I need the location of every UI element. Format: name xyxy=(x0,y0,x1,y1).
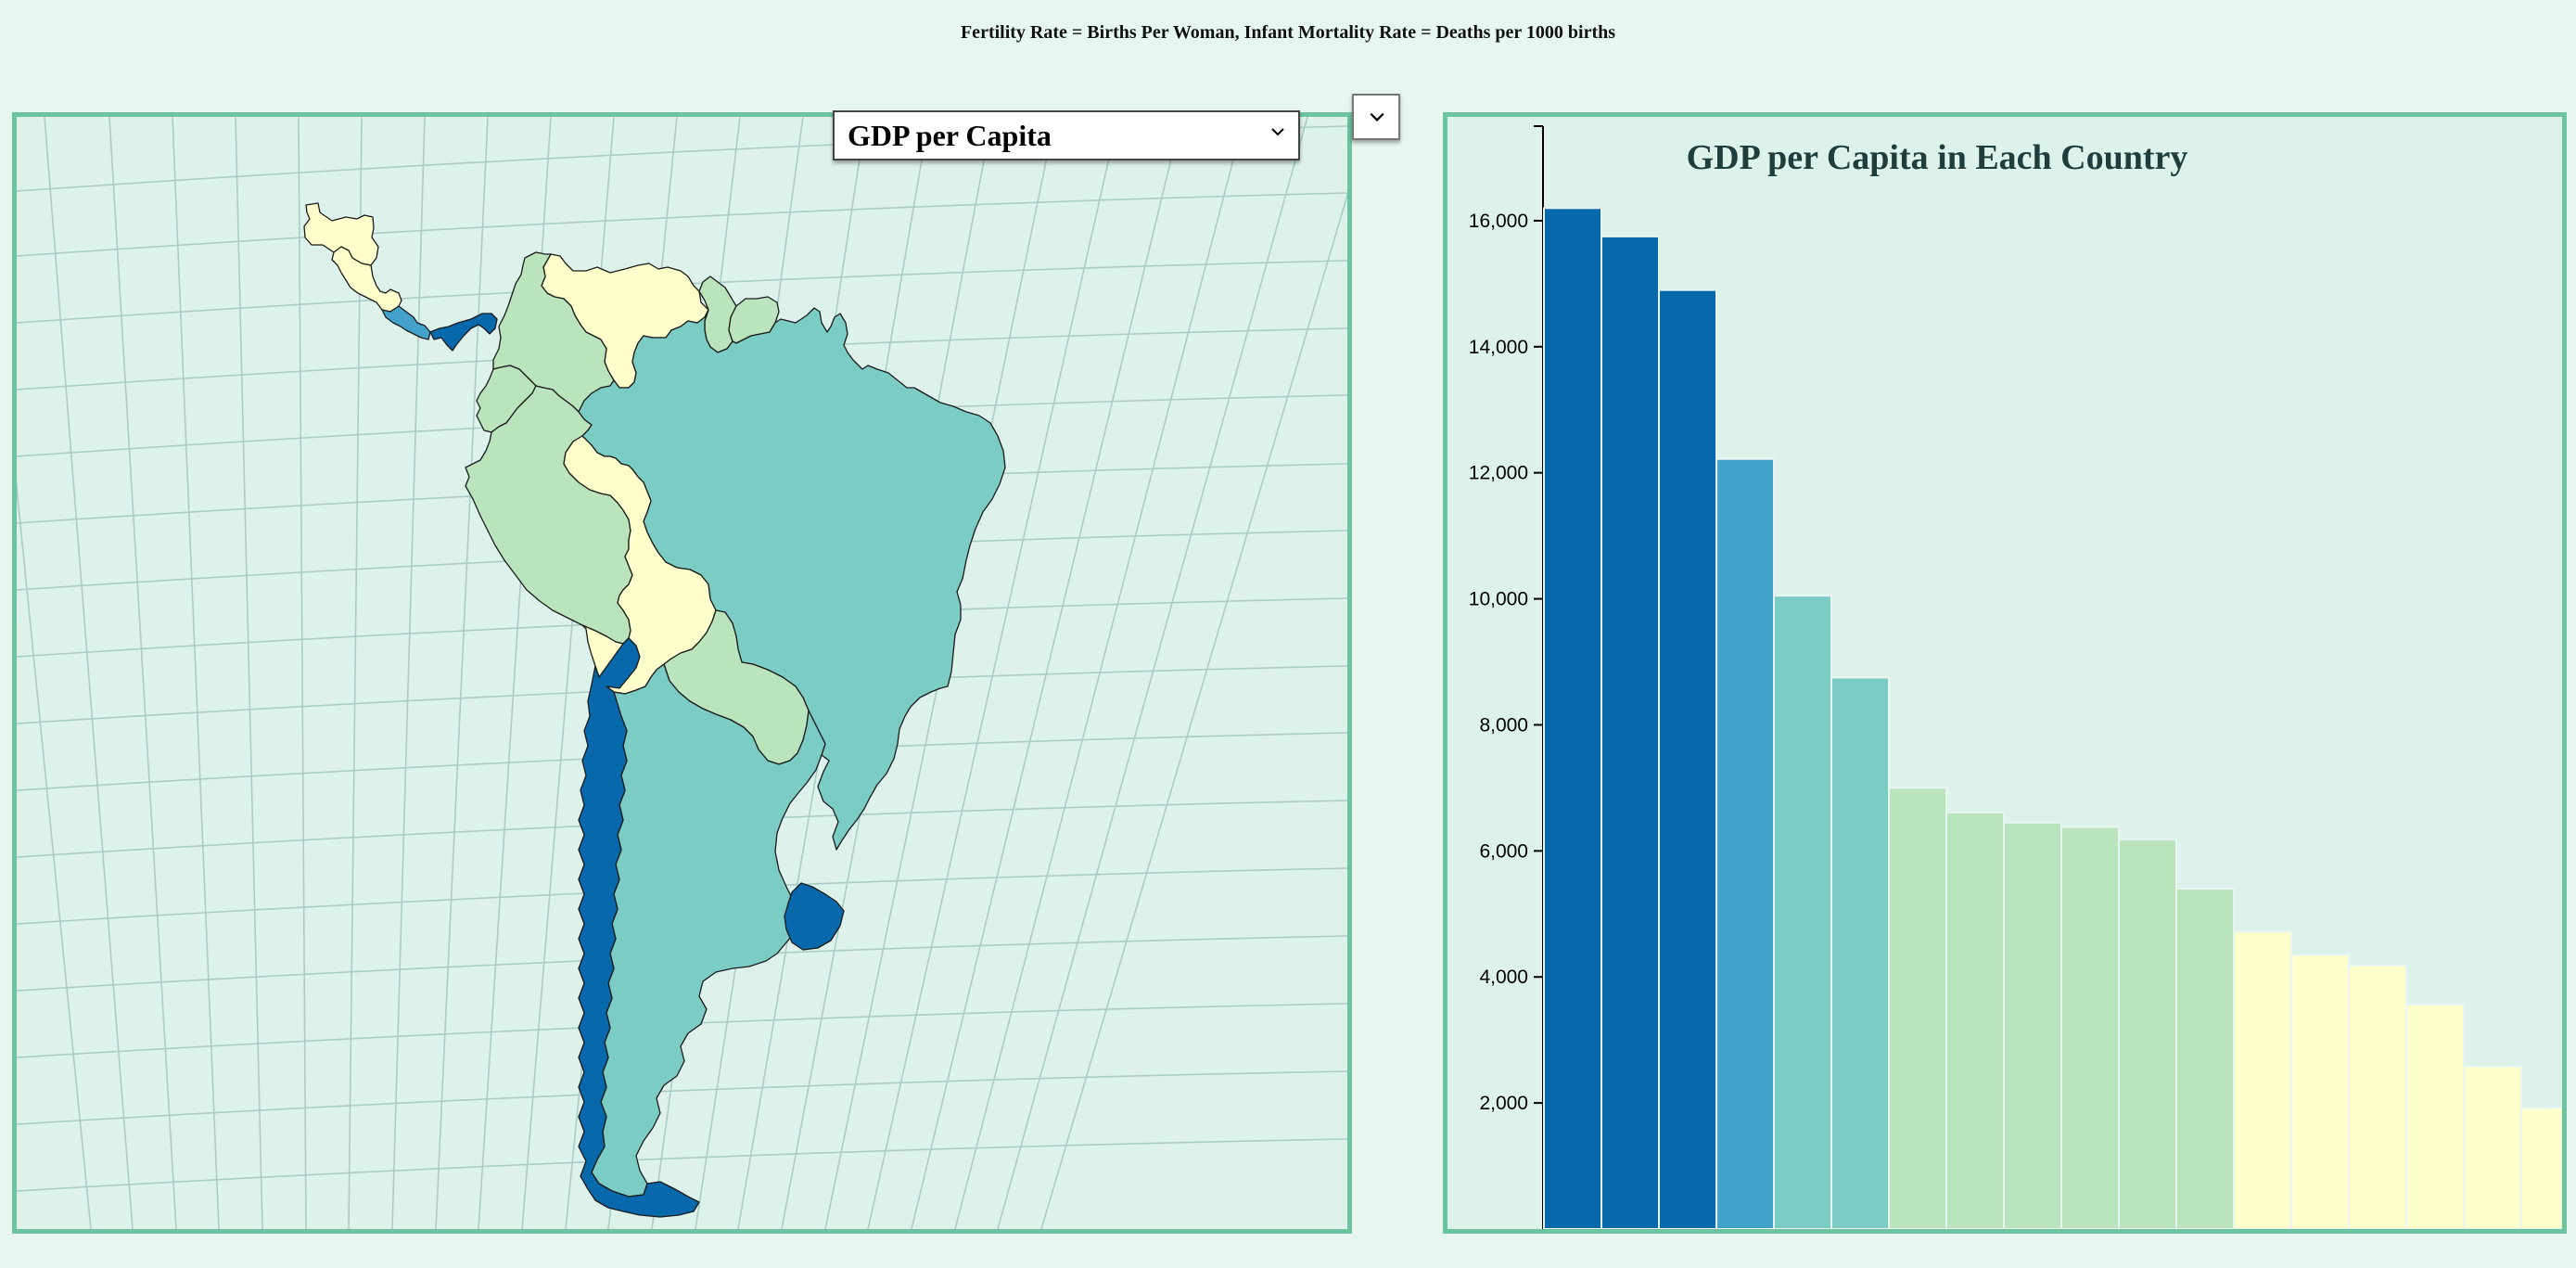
y-tick-label: 8,000 xyxy=(1479,714,1528,736)
map-regions xyxy=(304,203,1005,1217)
bar[interactable] xyxy=(2004,823,2061,1229)
choropleth-map[interactable] xyxy=(17,117,1347,1229)
bar[interactable] xyxy=(1946,813,2004,1229)
y-tick-label: 6,000 xyxy=(1479,840,1528,862)
y-tick-label: 14,000 xyxy=(1469,337,1528,358)
metric-dropdown[interactable]: GDP per Capita xyxy=(833,110,1300,160)
bar[interactable] xyxy=(2464,1067,2521,1229)
bar[interactable] xyxy=(2119,839,2176,1229)
bar[interactable] xyxy=(2521,1108,2562,1229)
bar[interactable] xyxy=(2234,931,2291,1229)
bar[interactable] xyxy=(1889,788,1946,1229)
y-tick-label: 4,000 xyxy=(1479,967,1528,988)
bars xyxy=(1544,208,2562,1229)
bar[interactable] xyxy=(2061,827,2119,1229)
bar[interactable] xyxy=(2176,889,2234,1229)
bar[interactable] xyxy=(2291,954,2349,1229)
bar[interactable] xyxy=(2406,1005,2464,1229)
bar[interactable] xyxy=(2349,966,2406,1229)
chevron-down-icon xyxy=(1270,124,1285,139)
chart-title: GDP per Capita in Each Country xyxy=(1687,138,2188,177)
y-tick-label: 16,000 xyxy=(1469,211,1528,232)
bar[interactable] xyxy=(1774,596,1831,1229)
bar[interactable] xyxy=(1544,208,1601,1229)
y-tick-label: 10,000 xyxy=(1469,589,1528,610)
map-panel xyxy=(12,112,1352,1234)
y-axis: 2,000 4,000 6,000 8,000 10,000 12,000 14,000 16… xyxy=(1469,126,1543,1229)
bar[interactable] xyxy=(1659,290,1716,1229)
region-panama[interactable] xyxy=(430,314,497,351)
chart-panel: GDP per Capita in Each Country 2,000 4,00… xyxy=(1443,112,2567,1234)
secondary-dropdown-toggle[interactable] xyxy=(1352,94,1400,140)
region-costa-rica[interactable] xyxy=(382,306,430,339)
definitions-note: Fertility Rate = Births Per Woman, Infan… xyxy=(0,22,2576,44)
y-tick-label: 12,000 xyxy=(1469,463,1528,484)
bar[interactable] xyxy=(1831,678,1889,1230)
y-tick-label: 2,000 xyxy=(1479,1093,1528,1114)
region-uruguay[interactable] xyxy=(784,883,844,950)
metric-dropdown-value: GDP per Capita xyxy=(848,119,1052,153)
bar[interactable] xyxy=(1601,237,1659,1229)
bar-chart: GDP per Capita in Each Country 2,000 4,00… xyxy=(1447,117,2562,1229)
chevron-down-icon xyxy=(1369,109,1385,125)
bar[interactable] xyxy=(1716,459,1774,1229)
